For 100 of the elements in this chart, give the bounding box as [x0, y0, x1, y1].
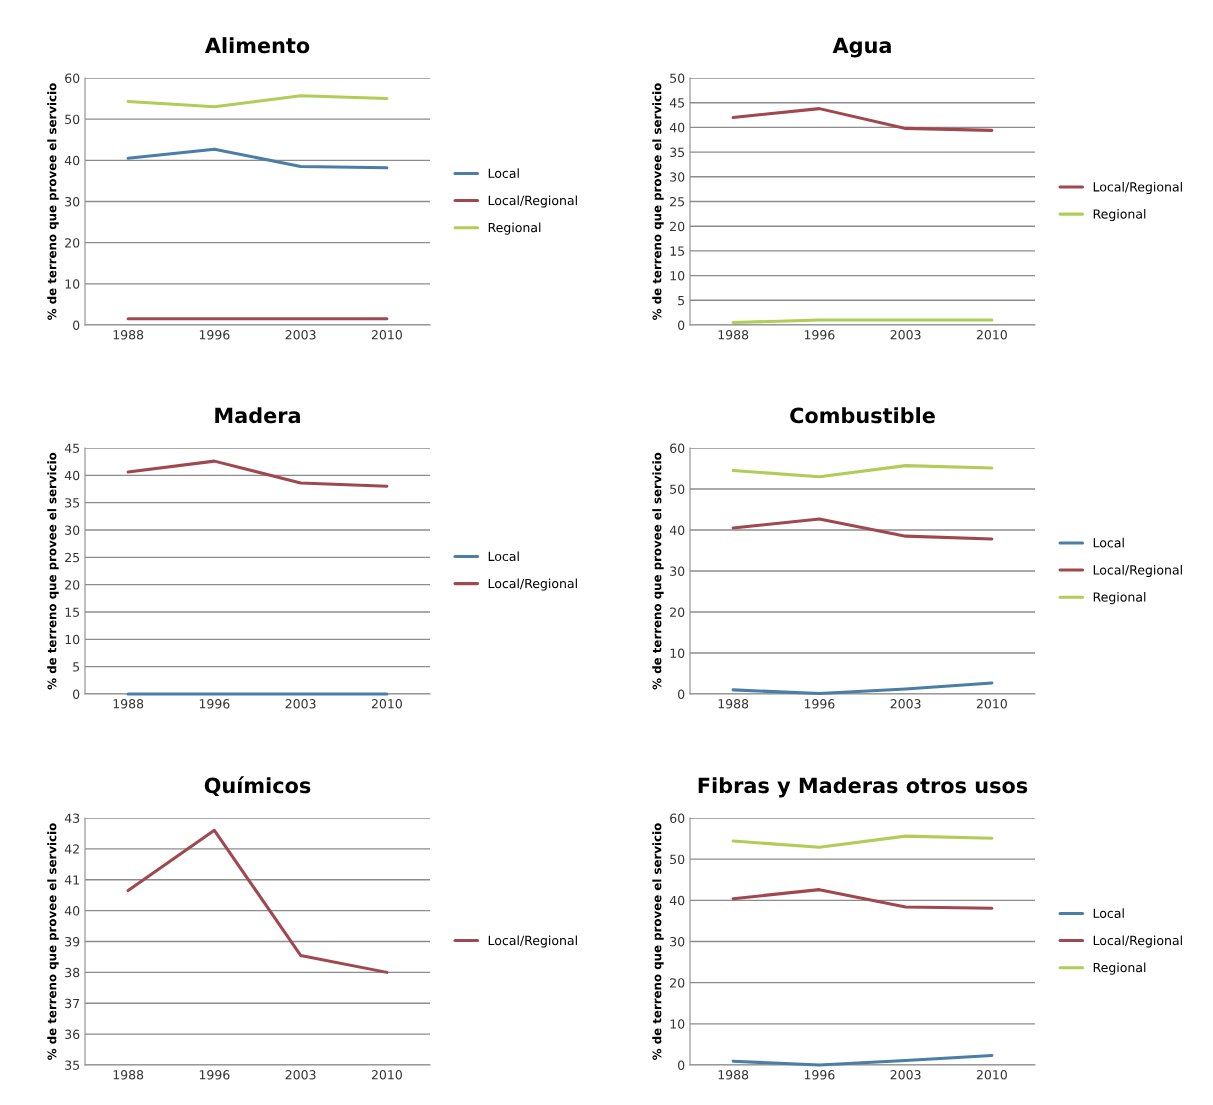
y-tick-label: 50 — [65, 114, 80, 125]
y-tick-label: 20 — [670, 978, 685, 988]
y-tick-label: 10 — [670, 648, 685, 658]
y-tick-label: 30 — [670, 566, 685, 576]
y-tick-label: 25 — [65, 552, 80, 563]
y-tick-label: 60 — [65, 73, 80, 83]
y-tick-label: 20 — [670, 221, 685, 232]
y-tick-label: 40 — [669, 525, 685, 535]
y-tick-label: 0 — [678, 1060, 685, 1070]
y-tick-label: 38 — [65, 967, 80, 978]
line-series — [731, 107, 994, 132]
y-tick-label: 40 — [669, 895, 685, 906]
x-tick-label: 1996 — [199, 1070, 230, 1080]
line-series — [126, 459, 389, 488]
y-axis-title: % de terreno que provee el servicio — [47, 83, 59, 320]
y-tick-label: 5 — [73, 662, 80, 672]
y-tick-label: 0 — [678, 320, 685, 330]
x-tick-label: 2010 — [976, 330, 1007, 340]
y-tick-label: 20 — [65, 580, 80, 590]
line-series — [731, 834, 994, 849]
chart-title: Combustible — [790, 407, 935, 424]
y-tick-label: 0 — [73, 320, 80, 330]
y-tick-label: 10 — [670, 1019, 685, 1029]
y-tick-label: 15 — [65, 607, 80, 617]
line-series — [731, 464, 994, 479]
line-series — [731, 1054, 994, 1067]
x-tick-label: 2003 — [890, 699, 921, 709]
x-tick-label: 2010 — [976, 1070, 1007, 1080]
line-series — [126, 94, 389, 109]
y-tick-label: 45 — [64, 443, 80, 453]
legend-label: Regional — [1093, 962, 1146, 975]
x-tick-label: 1988 — [113, 699, 144, 709]
x-tick-label: 1996 — [804, 699, 835, 709]
y-tick-label: 10 — [670, 271, 685, 281]
y-tick-label: 35 — [670, 147, 685, 158]
y-tick-label: 5 — [678, 295, 685, 306]
y-tick-label: 60 — [670, 443, 685, 453]
x-tick-label: 1996 — [804, 330, 835, 340]
y-axis-title: % de terreno que provee el servicio — [652, 823, 664, 1060]
x-tick-label: 1996 — [199, 330, 230, 340]
x-tick-label: 1988 — [113, 330, 144, 340]
x-tick-label: 2003 — [285, 699, 316, 709]
legend-label: Regional — [488, 222, 541, 235]
y-tick-label: 30 — [65, 196, 80, 207]
chart-title: Fibras y Maderas otros usos — [698, 777, 1028, 798]
y-axis-title: % de terreno que provee el servicio — [652, 452, 664, 690]
y-tick-label: 40 — [64, 470, 80, 481]
y-tick-label: 30 — [670, 172, 685, 182]
y-axis-title: % de terreno que provee el servicio — [652, 83, 664, 320]
y-tick-label: 10 — [65, 634, 80, 645]
y-tick-label: 25 — [670, 196, 685, 207]
y-tick-label: 10 — [65, 279, 80, 289]
y-tick-label: 35 — [65, 498, 80, 508]
line-series — [731, 681, 994, 696]
legend-label: Regional — [1093, 592, 1146, 605]
x-tick-label: 2010 — [976, 699, 1007, 709]
y-tick-label: 0 — [678, 689, 685, 699]
y-tick-label: 39 — [65, 936, 80, 947]
chart-title: Madera — [215, 407, 300, 424]
y-tick-label: 35 — [65, 1060, 80, 1070]
y-tick-label: 43 — [64, 813, 80, 823]
y-tick-label: 30 — [670, 936, 685, 947]
y-tick-label: 20 — [65, 238, 80, 248]
y-tick-label: 40 — [64, 155, 80, 166]
y-tick-label: 20 — [670, 607, 685, 617]
legend-label: Local — [488, 168, 519, 179]
x-tick-label: 2010 — [371, 330, 402, 340]
legend-label: Local/Regional — [488, 935, 577, 948]
x-tick-label: 2003 — [285, 330, 316, 340]
legend-label: Local — [1093, 908, 1124, 919]
chart-title: Químicos — [204, 776, 311, 797]
y-tick-label: 42 — [64, 844, 79, 854]
legend-label: Local — [1093, 537, 1124, 548]
y-axis-title: % de terreno que provee el servicio — [47, 823, 59, 1060]
x-tick-label: 2003 — [890, 1070, 921, 1080]
x-tick-label: 2003 — [285, 1070, 316, 1080]
legend-label: Local — [488, 551, 519, 562]
y-tick-label: 50 — [670, 73, 685, 83]
legend-label: Regional — [1093, 209, 1146, 222]
x-tick-label: 1988 — [718, 330, 749, 340]
x-tick-label: 1988 — [718, 1070, 749, 1080]
line-series — [126, 828, 389, 974]
y-tick-label: 41 — [64, 875, 79, 885]
legend-label: Local/Regional — [1093, 935, 1182, 948]
x-tick-label: 2010 — [371, 699, 402, 709]
y-tick-label: 0 — [73, 689, 80, 699]
y-tick-label: 45 — [669, 98, 685, 108]
y-tick-label: 60 — [670, 813, 685, 823]
chart-title: Alimento — [204, 37, 310, 54]
x-tick-label: 1988 — [718, 699, 749, 709]
line-series — [126, 147, 389, 170]
x-tick-label: 1996 — [804, 1070, 835, 1080]
y-tick-label: 15 — [670, 246, 685, 256]
x-tick-label: 1996 — [199, 699, 230, 709]
line-series — [731, 517, 994, 541]
y-tick-label: 50 — [670, 854, 685, 865]
y-tick-label: 30 — [65, 525, 80, 535]
x-tick-label: 2003 — [890, 330, 921, 340]
y-tick-label: 36 — [65, 1029, 80, 1040]
chart-title: Agua — [832, 37, 891, 58]
